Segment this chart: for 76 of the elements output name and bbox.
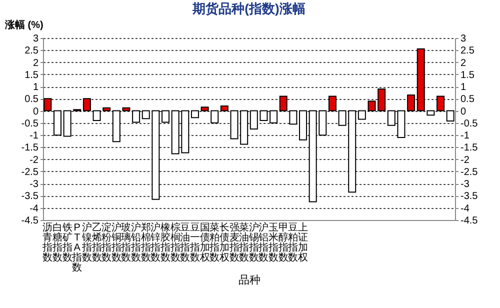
y-tick-label: -2.5	[21, 166, 39, 178]
x-tick-label: PTA指数	[71, 222, 82, 274]
bar	[328, 96, 336, 112]
y-axis-title: 涨幅 (%)	[4, 19, 44, 31]
x-tick-label: 沪铅指数	[130, 222, 142, 264]
x-tick-label: 棕榈指数	[169, 222, 180, 264]
y-tick-label: 1.5	[24, 70, 39, 81]
x-tick-label: 强麦指数	[228, 222, 240, 264]
y-tick-label: -4	[30, 203, 39, 214]
y-tick-label: 2.5	[24, 46, 39, 57]
y2-tick-label: -4.5	[460, 216, 478, 226]
x-tick-label: 橡胶指数	[160, 222, 171, 264]
bar	[82, 98, 91, 112]
x-tick-label: 沥青指数	[42, 222, 53, 264]
y-tick-label: 0	[32, 106, 39, 118]
chart-title: 期货品种(指数)涨幅	[192, 1, 306, 16]
y-tick-label: 1	[32, 82, 39, 94]
y-tick-label: -2	[30, 154, 39, 166]
x-tick-label: 豆油指数	[179, 222, 190, 264]
x-tick-label: 沪铜指数	[110, 222, 122, 264]
x-tick-label: 玻璃指数	[120, 222, 132, 264]
y-tick-label: 2	[32, 58, 39, 69]
y2-tick-label: -1	[460, 130, 470, 142]
y2-tick-label: 1	[460, 82, 466, 94]
x-tick-label: 豆一指数	[188, 222, 200, 264]
y2-tick-label: -3.5	[460, 191, 478, 202]
y2-tick-label: -2.5	[460, 166, 478, 178]
y2-tick-label: -1.5	[460, 142, 478, 154]
x-tick-label: 沪锡指数	[248, 222, 259, 264]
x-axis-title: 品种	[238, 274, 260, 286]
bar	[44, 98, 52, 112]
y-tick-label: -3	[30, 179, 39, 190]
bar	[162, 110, 170, 123]
bar	[270, 110, 278, 124]
y-tick-label: -1.5	[21, 142, 39, 154]
x-tick-label: 上证加权	[297, 222, 308, 264]
x-tick-label: 长债加权	[218, 222, 230, 264]
y2-tick-label: 0.5	[460, 94, 475, 106]
y2-tick-label: -0.5	[460, 118, 478, 130]
bar	[220, 105, 228, 112]
y-tick-label: 3	[32, 34, 39, 44]
y2-tick-label: 2	[460, 58, 466, 69]
x-tick-label: 铁矿指数	[61, 222, 72, 264]
x-tick-label: 沪锌指数	[150, 222, 161, 264]
bar	[190, 110, 199, 118]
bar	[53, 110, 62, 136]
x-tick-label: 沪镍指数	[80, 222, 92, 264]
y2-tick-label: 0	[460, 106, 466, 118]
x-tick-label: 乙烯指数	[90, 222, 102, 264]
bar	[358, 110, 366, 120]
y2-tick-label: 3	[460, 34, 466, 44]
bar	[132, 110, 140, 123]
x-tick-label: 菜粕指数	[208, 222, 220, 264]
y-tick-label: 0.5	[24, 94, 39, 106]
x-tick-label: 玉米指数	[268, 222, 279, 264]
bar	[446, 110, 454, 122]
x-tick-label: 郑棉指数	[140, 222, 151, 264]
bar	[299, 110, 308, 140]
y-tick-label: -1	[30, 130, 39, 142]
y2-tick-label: -2	[460, 154, 470, 166]
y2-tick-label: 1.5	[460, 70, 475, 81]
bar	[436, 96, 445, 112]
x-tick-label: 豆粕指数	[287, 222, 298, 264]
y2-tick-label: -3	[460, 179, 470, 190]
y-tick-label: -4.5	[21, 216, 39, 226]
x-tick-label: 沪铝指数	[258, 222, 269, 264]
y2-tick-label: 2.5	[460, 46, 475, 57]
x-tick-label: 国债加权	[198, 222, 210, 264]
x-tick-label: 菜油指数	[238, 222, 250, 264]
x-tick-label: 淀粉指数	[100, 222, 112, 264]
x-tick-label: 甲醇指数	[277, 222, 288, 264]
y-tick-label: -0.5	[21, 118, 39, 130]
y-tick-label: -3.5	[21, 191, 39, 202]
bar	[407, 94, 416, 112]
x-tick-label: 白糖指数	[51, 222, 62, 264]
y2-tick-label: -4	[460, 203, 470, 214]
